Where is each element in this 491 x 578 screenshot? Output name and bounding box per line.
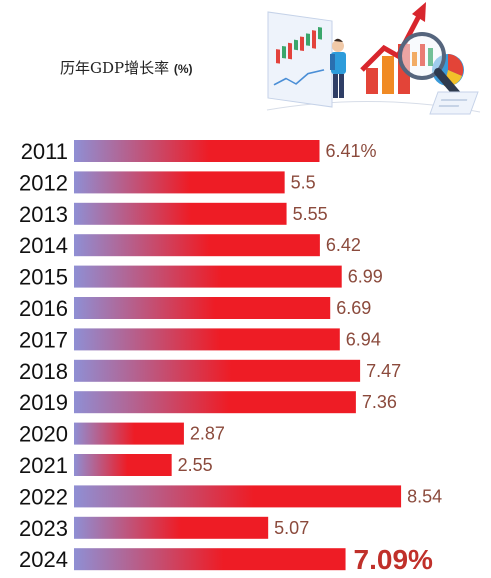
- bar-2011: [74, 140, 320, 162]
- value-label: 6.42: [326, 235, 361, 255]
- bar-2021: [74, 454, 172, 476]
- business-analytics-illustration-icon: [266, 2, 481, 115]
- value-label: 7.36: [362, 392, 397, 412]
- chart-title-text: 历年GDP增长率: [60, 59, 170, 77]
- bar-2013: [74, 202, 287, 225]
- year-label: 2013: [19, 202, 68, 227]
- bar-2014: [74, 234, 320, 257]
- value-label: 6.69: [336, 298, 371, 318]
- value-label: 6.99: [348, 267, 383, 287]
- value-label: 6.41%: [326, 141, 377, 161]
- bar-2024: [74, 548, 346, 571]
- year-label: 2023: [19, 516, 68, 541]
- bar-2022: [74, 485, 402, 508]
- year-label: 2020: [19, 422, 68, 447]
- year-label: 2011: [21, 139, 68, 164]
- value-label: 5.55: [293, 204, 328, 224]
- bar-2015: [74, 265, 342, 288]
- value-label: 2.87: [190, 424, 225, 444]
- value-label: 5.07: [274, 518, 309, 538]
- bar-2023: [74, 516, 269, 539]
- value-label: 7.47: [366, 361, 401, 381]
- year-label: 2019: [19, 390, 68, 415]
- bar-2018: [74, 359, 361, 382]
- bar-2019: [74, 391, 356, 414]
- chart-title-unit: (%): [173, 62, 193, 76]
- chart-title: 历年GDP增长率 (%): [60, 57, 193, 78]
- year-label: 2012: [19, 170, 68, 195]
- year-label: 2016: [19, 296, 68, 321]
- year-label: 2017: [19, 327, 68, 352]
- year-label: 2022: [19, 484, 68, 509]
- highlight-value-label: 7.09%: [354, 544, 433, 575]
- bar-2020: [74, 422, 184, 445]
- year-label: 2014: [19, 233, 68, 258]
- value-label: 8.54: [407, 486, 442, 506]
- value-label: 2.55: [178, 455, 213, 475]
- bar-2012: [74, 171, 285, 194]
- bar-2016: [74, 297, 331, 319]
- value-label: 6.94: [346, 329, 381, 349]
- year-label: 2021: [19, 453, 68, 478]
- year-label: 2018: [19, 359, 68, 384]
- bar-2017: [74, 328, 340, 351]
- value-label: 5.5: [291, 172, 316, 192]
- year-label: 2024: [19, 547, 68, 572]
- year-label: 2015: [19, 265, 68, 290]
